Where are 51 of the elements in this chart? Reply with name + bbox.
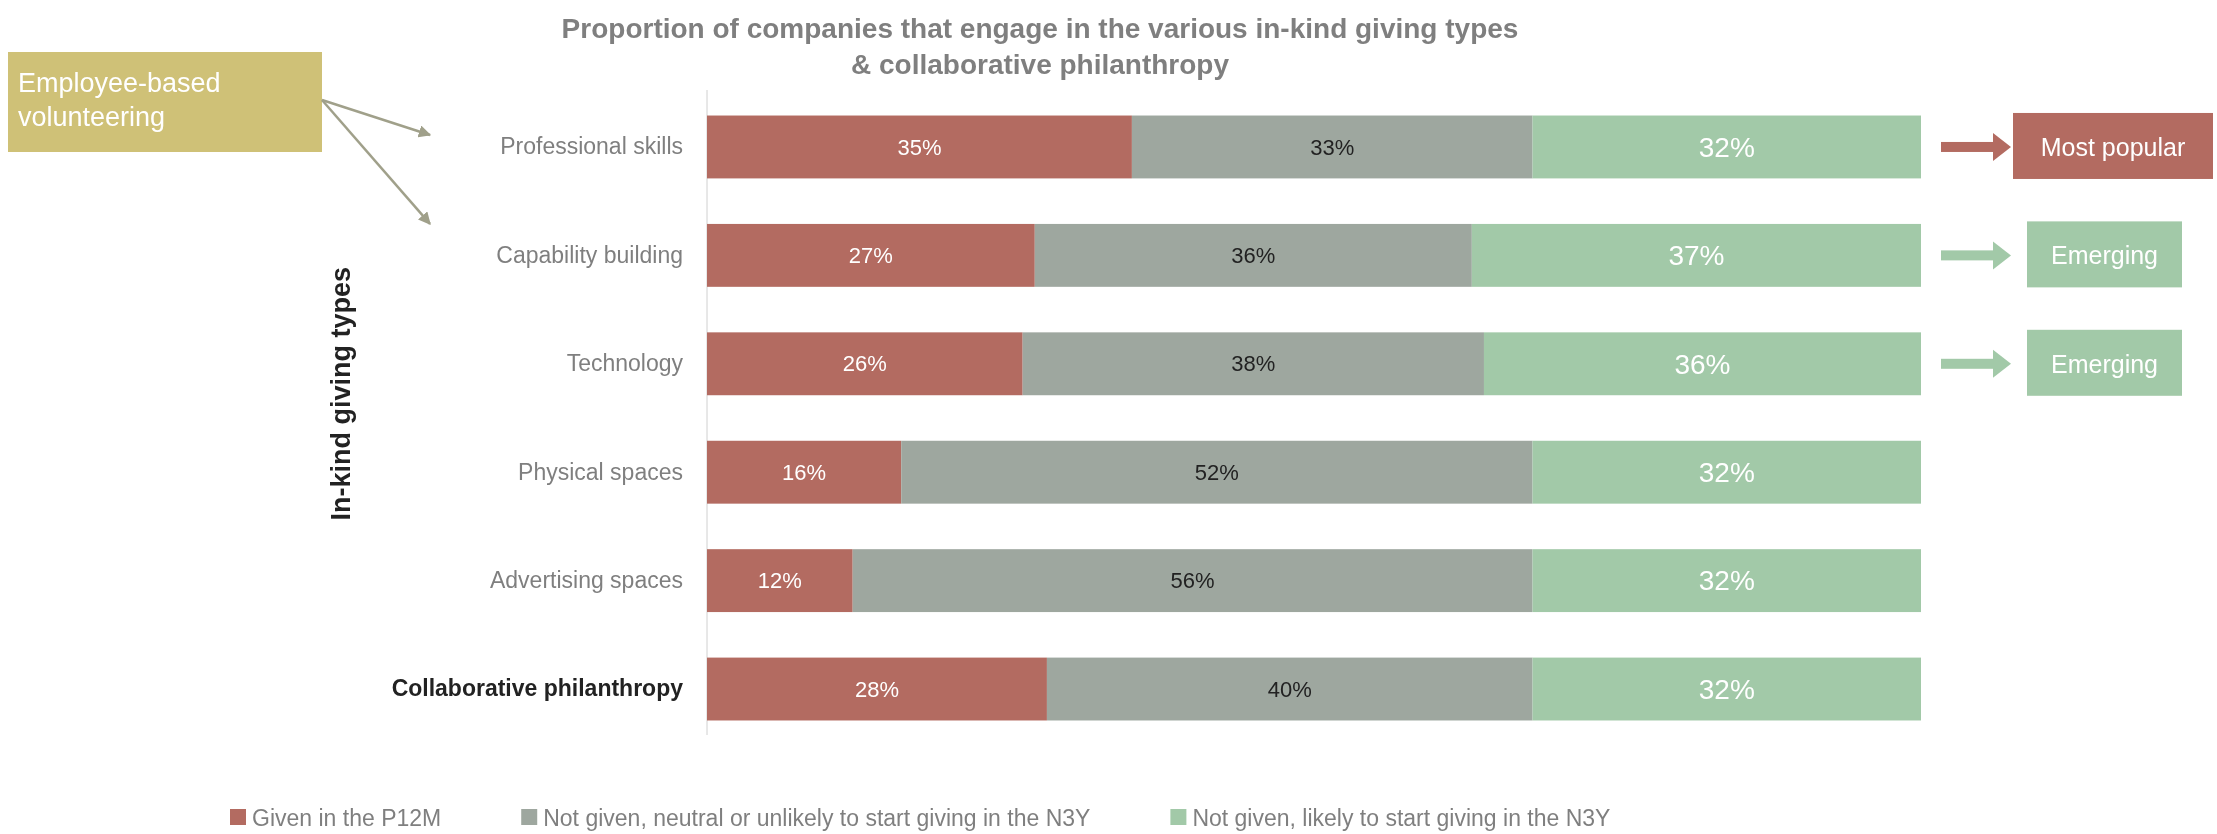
bar xyxy=(707,657,1047,721)
data-label: 32% xyxy=(1698,565,1755,597)
text: Employee-based volunteering xyxy=(18,68,221,132)
text: Emerging xyxy=(2051,349,2158,378)
data-label: 32% xyxy=(1698,673,1755,705)
data-label: 32% xyxy=(1698,457,1755,489)
data-label: 33% xyxy=(1310,134,1355,160)
bar xyxy=(1022,332,1484,396)
y-axis-title: In-kind giving types xyxy=(326,267,356,521)
data-label: 26% xyxy=(842,351,887,377)
data-label: 35% xyxy=(897,134,942,160)
data-label: 38% xyxy=(1231,351,1276,377)
bar xyxy=(852,549,1533,613)
bar xyxy=(707,332,1023,396)
y-tick-label: Capability building xyxy=(496,241,683,268)
legend-label: Given in the P12M xyxy=(252,805,442,832)
data-label: 40% xyxy=(1267,676,1312,702)
bar xyxy=(1483,332,1921,396)
data-label: 32% xyxy=(1698,131,1755,163)
data-label: 52% xyxy=(1194,459,1239,485)
bar xyxy=(1532,549,1921,613)
bar xyxy=(1131,115,1533,179)
data-label: 28% xyxy=(854,676,899,702)
bar xyxy=(707,115,1132,179)
bar xyxy=(1532,115,1921,179)
legend-label: Not given, likely to start giving in the N3Y xyxy=(1192,805,1611,832)
text: Emerging xyxy=(2051,241,2158,270)
bar xyxy=(1046,657,1533,721)
bar xyxy=(1532,440,1921,504)
y-tick-label: Technology xyxy=(566,350,684,377)
y-tick-label: Collaborative philanthropy xyxy=(391,675,684,702)
bar xyxy=(1471,223,1921,287)
bar xyxy=(1034,223,1472,287)
text: Most popular xyxy=(2040,132,2186,161)
y-tick-label: Advertising spaces xyxy=(489,566,683,593)
data-label: 37% xyxy=(1668,240,1725,272)
data-label: 12% xyxy=(757,568,802,594)
legend-label: Not given, neutral or unlikely to start giving in the N3Y xyxy=(543,805,1091,832)
bar xyxy=(707,440,902,504)
bar xyxy=(707,549,853,613)
bar xyxy=(707,223,1035,287)
data-label: 27% xyxy=(848,243,893,269)
data-label: 56% xyxy=(1170,568,1215,594)
chart-title: Proportion of companies that engage in the various in-kind giving types & collaborative philanthropy xyxy=(561,13,1519,80)
y-tick-label: Professional skills xyxy=(500,133,683,160)
data-label: 16% xyxy=(782,459,827,485)
data-label: 36% xyxy=(1231,243,1276,269)
data-label: 36% xyxy=(1674,348,1731,380)
bar xyxy=(901,440,1533,504)
bar xyxy=(1532,657,1921,721)
y-tick-label: Physical spaces xyxy=(518,458,683,485)
